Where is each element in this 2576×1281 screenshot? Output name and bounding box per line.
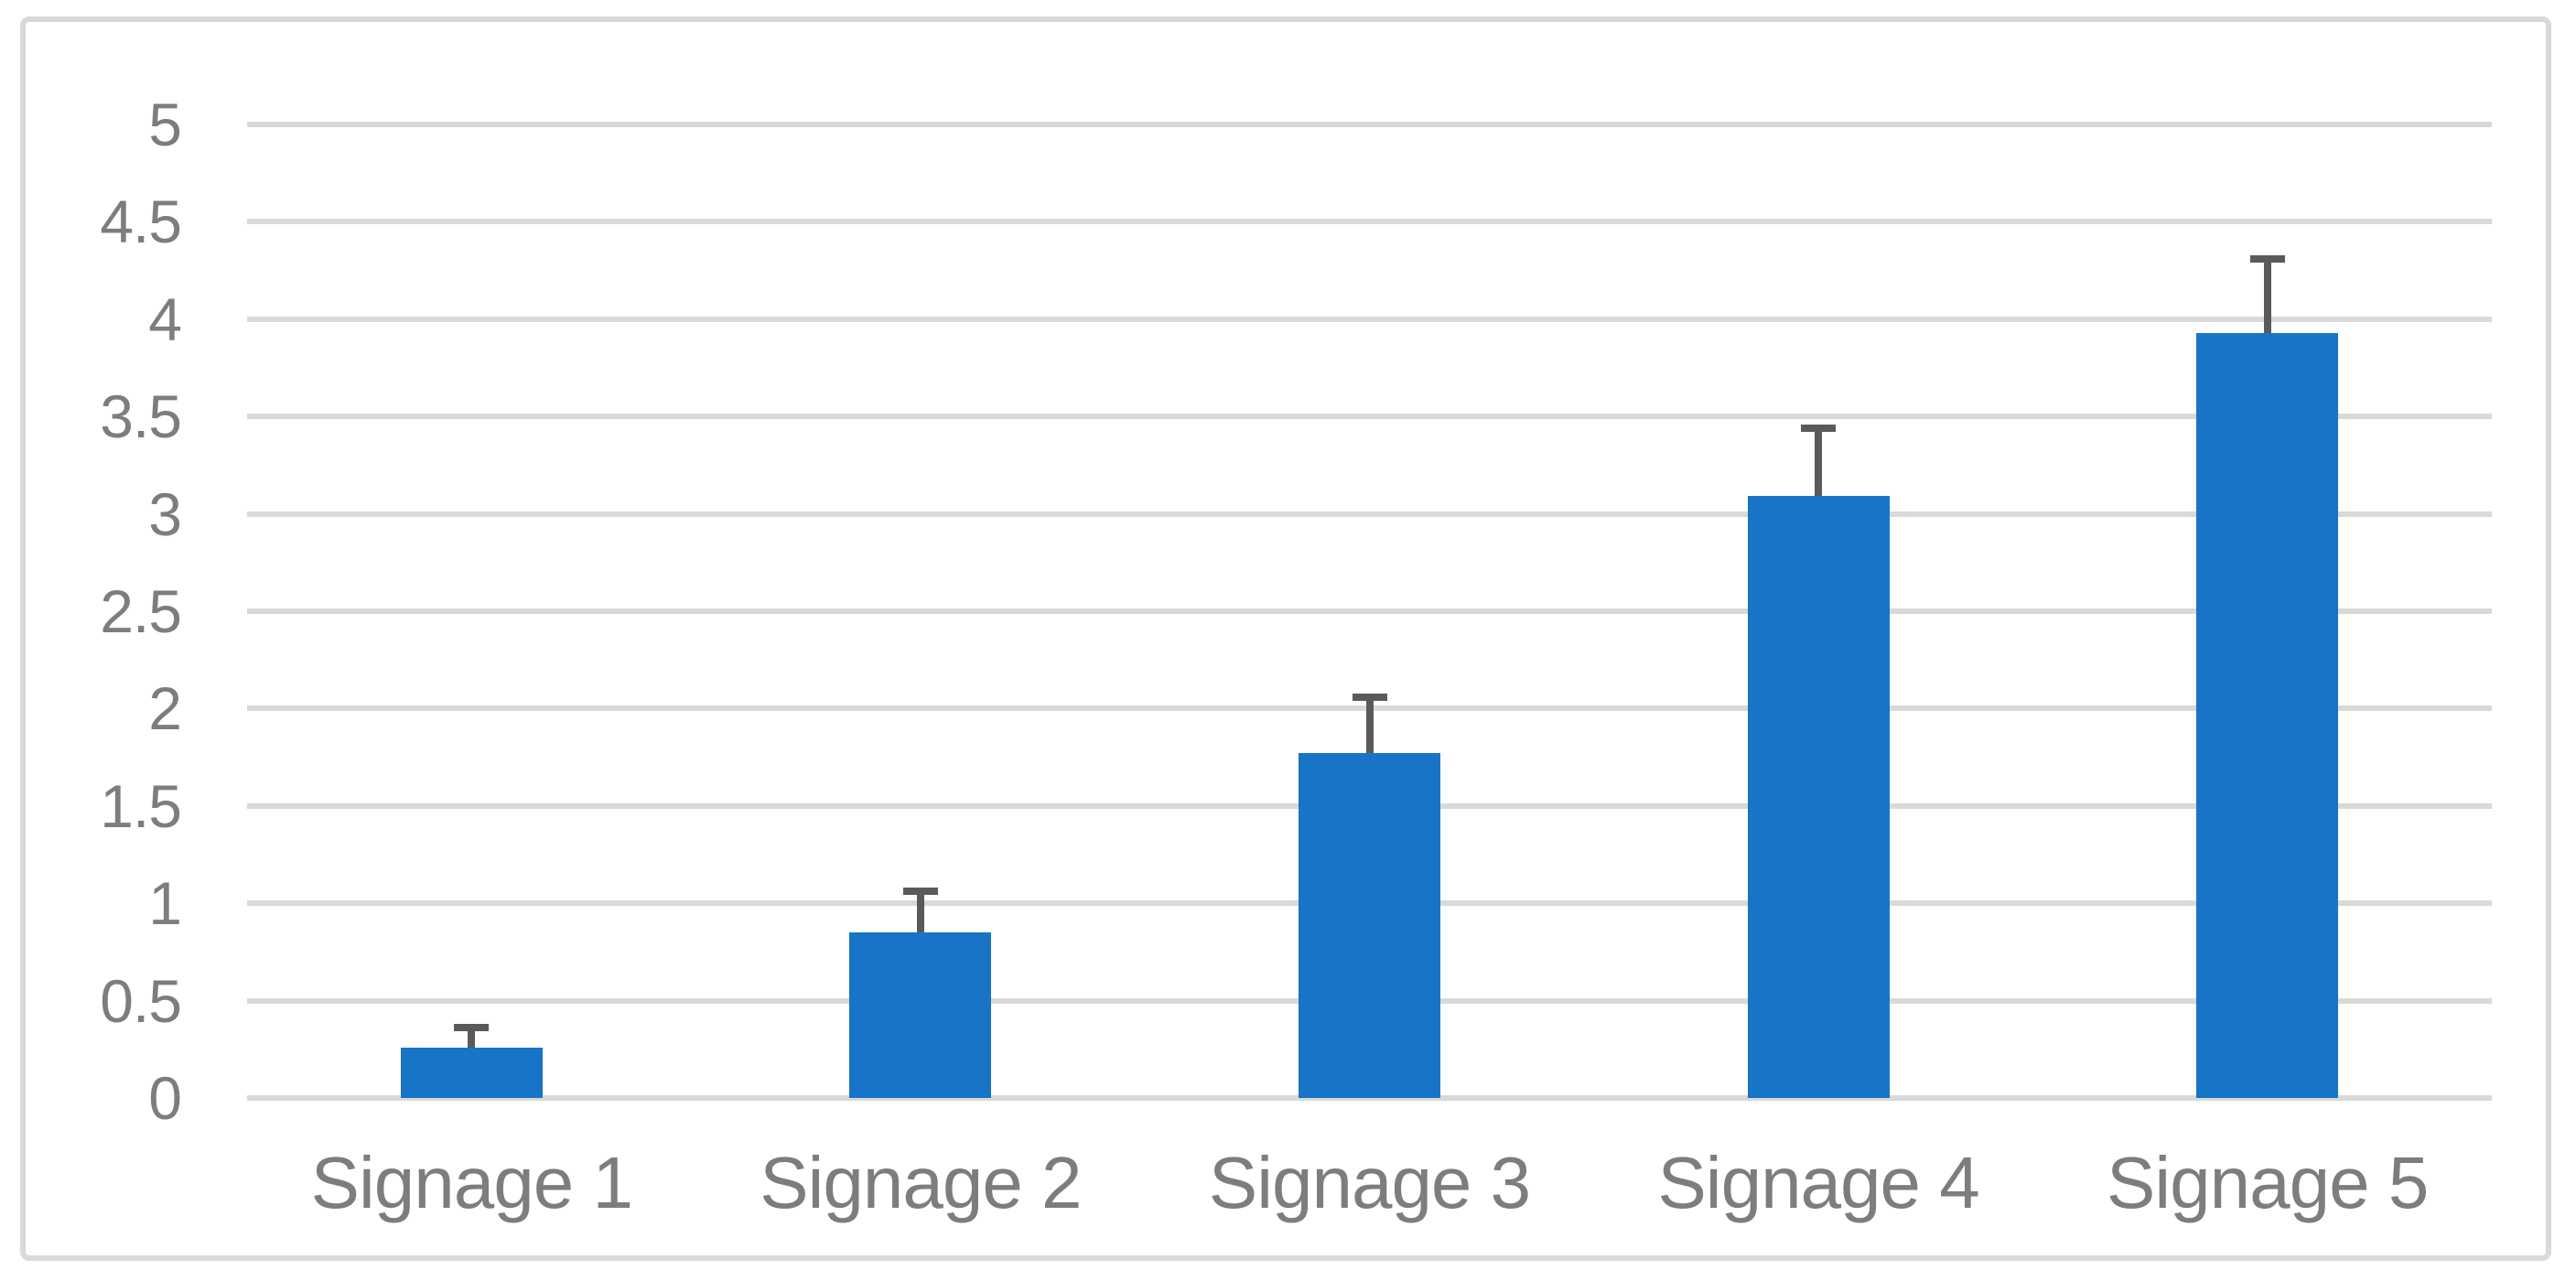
gridline bbox=[247, 414, 2492, 420]
y-axis-tick-label: 2 bbox=[148, 674, 182, 743]
error-bar-cap bbox=[1801, 424, 1837, 432]
error-bar-cap bbox=[454, 1024, 490, 1032]
bar-3 bbox=[1299, 753, 1440, 1098]
x-category-label: Signage 3 bbox=[1208, 1142, 1531, 1223]
y-axis-tick-label: 2.5 bbox=[100, 577, 182, 645]
bar-2 bbox=[849, 932, 992, 1098]
gridline bbox=[247, 316, 2492, 322]
x-category-label: Signage 5 bbox=[2107, 1142, 2429, 1223]
error-bar-stem bbox=[916, 891, 924, 933]
y-axis-tick-label: 1 bbox=[148, 869, 182, 938]
gridline bbox=[247, 219, 2492, 225]
gridline bbox=[247, 511, 2492, 517]
x-category-label: Signage 1 bbox=[310, 1142, 633, 1223]
y-axis-tick-labels: 0 0.5 1 1.5 2 2.5 3 3.5 4 4.5 5 bbox=[26, 94, 182, 1128]
error-bar-stem bbox=[2263, 258, 2271, 333]
y-axis-tick-label: 0.5 bbox=[100, 966, 182, 1035]
bar-1 bbox=[400, 1047, 543, 1098]
y-axis-tick-label: 3 bbox=[148, 479, 182, 548]
error-bar-cap bbox=[2249, 254, 2285, 263]
error-bar-cap bbox=[1352, 693, 1387, 701]
plot-area: Signage 1 Signage 2 Signage 3 Signage 4 Sign… bbox=[247, 122, 2492, 1223]
y-axis-tick-label: 4 bbox=[148, 285, 182, 353]
error-bar-stem bbox=[1815, 427, 1823, 497]
bar-4 bbox=[1747, 496, 1890, 1098]
bar-5 bbox=[2196, 332, 2339, 1098]
x-category-label: Signage 2 bbox=[760, 1142, 1082, 1223]
y-axis-tick-label: 5 bbox=[148, 91, 182, 158]
y-axis-tick-label: 0 bbox=[148, 1064, 182, 1132]
error-bar-stem bbox=[468, 1028, 476, 1048]
gridline bbox=[247, 608, 2492, 614]
error-bar-cap bbox=[902, 888, 938, 896]
error-bar-stem bbox=[1365, 696, 1374, 754]
x-category-label: Signage 4 bbox=[1657, 1142, 1979, 1223]
y-axis-tick-label: 4.5 bbox=[100, 188, 182, 256]
y-axis-tick-label: 3.5 bbox=[100, 382, 182, 451]
y-axis-tick-label: 1.5 bbox=[100, 771, 182, 840]
gridline bbox=[247, 122, 2492, 127]
gridline bbox=[247, 1095, 2492, 1101]
chart-frame: Signage 1 Signage 2 Signage 3 Signage 4 Sign… bbox=[20, 16, 2551, 1261]
